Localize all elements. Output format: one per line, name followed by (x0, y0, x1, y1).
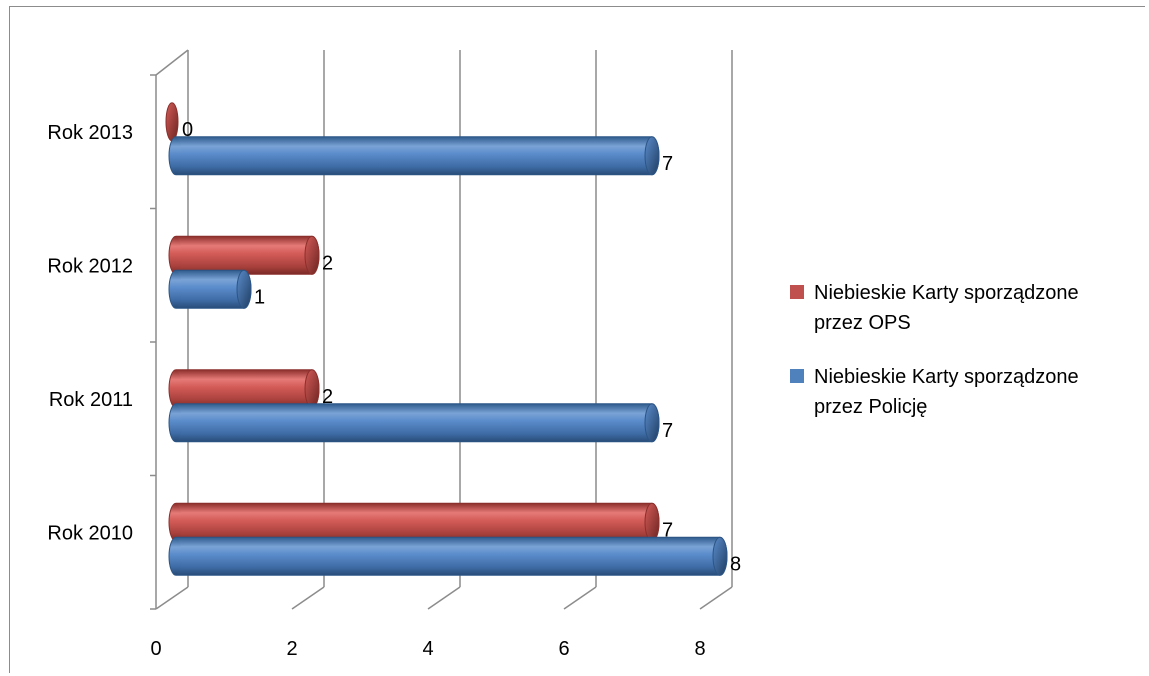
category-label: Rok 2010 (47, 522, 133, 544)
x-tick-label: 8 (694, 638, 705, 660)
bar-ops (168, 235, 320, 275)
x-tick-label: 2 (286, 638, 297, 660)
x-tick-label: 6 (558, 638, 569, 660)
floor-gridline (155, 586, 189, 610)
data-label: 0 (182, 119, 193, 141)
axes: 0 2 4 6 8 Rok 2010 Rok 2011 Rok 2012 Rok 2013 (47, 49, 733, 660)
floor-gridline (699, 586, 733, 610)
data-labels: 7 8 2 7 2 1 0 7 (182, 119, 741, 576)
bar-cap (304, 235, 320, 275)
bars (165, 102, 728, 576)
legend-label: przez Policję (814, 396, 927, 418)
wall-top-edge (155, 49, 189, 76)
legend-label: Niebieskie Karty sporządzone (814, 366, 1079, 388)
floor-gridline (427, 586, 461, 610)
bar-cap (712, 536, 728, 576)
data-label: 7 (662, 153, 673, 175)
data-label: 8 (730, 553, 741, 575)
category-label: Rok 2013 (47, 122, 133, 144)
floor-gridline (291, 586, 325, 610)
bar-cap (644, 136, 660, 176)
floor-gridline (563, 586, 597, 610)
legend-label: Niebieskie Karty sporządzone (814, 282, 1079, 304)
data-label: 7 (662, 420, 673, 442)
x-tick-label: 0 (150, 638, 161, 660)
bar-start (170, 271, 182, 308)
bar-cap (236, 269, 252, 309)
data-label: 1 (254, 286, 265, 308)
bar-start (170, 237, 182, 274)
bar-ops (168, 502, 660, 542)
category-label: Rok 2011 (49, 389, 133, 411)
legend-swatch (790, 285, 804, 299)
legend-label: przez OPS (814, 312, 911, 334)
bar-policja (168, 136, 660, 176)
legend-swatch (790, 369, 804, 383)
bar-start (170, 504, 182, 541)
x-tick-label: 4 (422, 638, 433, 660)
bar-start (170, 137, 182, 174)
data-label: 7 (662, 519, 673, 541)
bar-policja (168, 403, 660, 443)
bar-cap (644, 403, 660, 443)
bar-cap (644, 502, 660, 542)
legend: Niebieskie Karty sporządzone przez OPS Nie… (790, 282, 1079, 418)
bar-start (170, 370, 182, 407)
bar-ops-zero (165, 102, 179, 142)
bar-ops (168, 369, 320, 409)
bar-start (170, 538, 182, 575)
data-label: 2 (322, 386, 333, 408)
bar-cap (304, 369, 320, 409)
category-label: Rok 2012 (47, 255, 133, 277)
data-label: 2 (322, 252, 333, 274)
bar-policja (168, 536, 728, 576)
bar-start (170, 404, 182, 441)
chart-frame (9, 6, 1145, 673)
